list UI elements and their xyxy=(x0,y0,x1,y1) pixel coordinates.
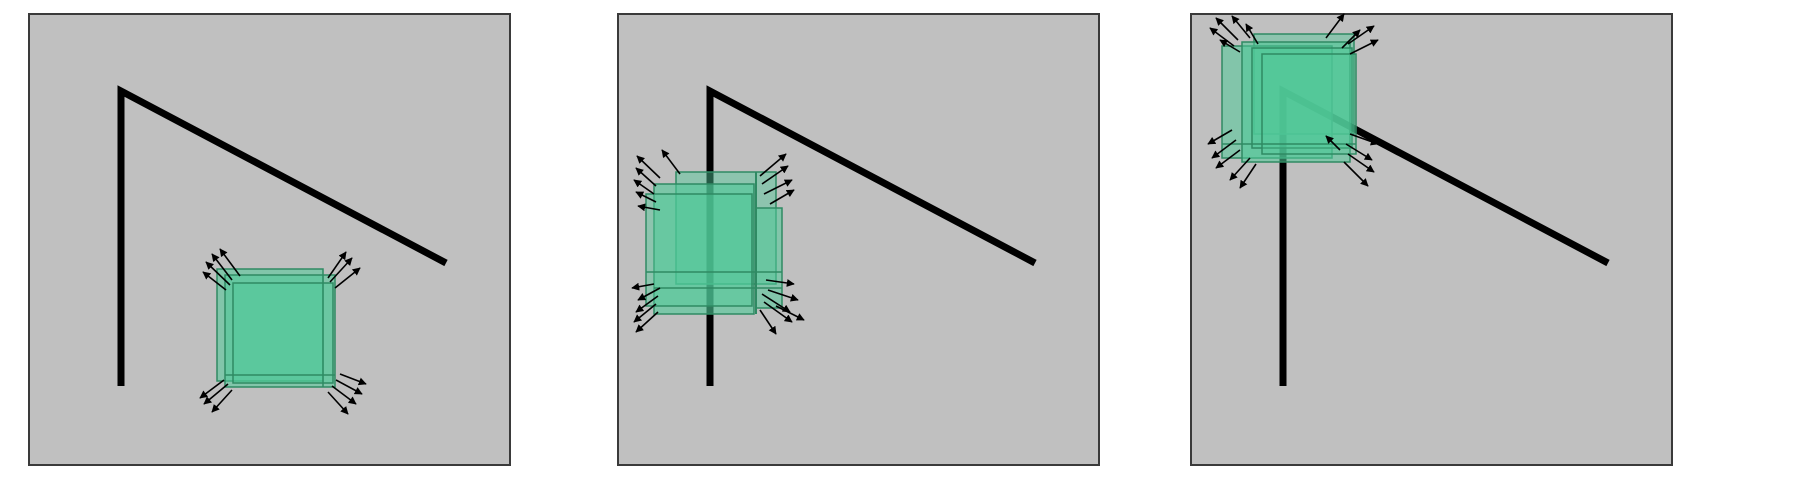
panel-2-box xyxy=(645,171,783,315)
panel-1-box xyxy=(216,268,336,388)
panel-1 xyxy=(28,13,511,466)
panel-2-force-arrows xyxy=(631,149,805,335)
panel-2 xyxy=(617,13,1100,466)
panel-1-background xyxy=(28,13,511,466)
panel-3-box xyxy=(1221,33,1357,163)
panel-1-force-arrows xyxy=(199,248,367,415)
panel-3-force-arrows xyxy=(1207,13,1379,189)
panel-3 xyxy=(1190,13,1673,466)
panel-1-wall xyxy=(117,85,448,386)
